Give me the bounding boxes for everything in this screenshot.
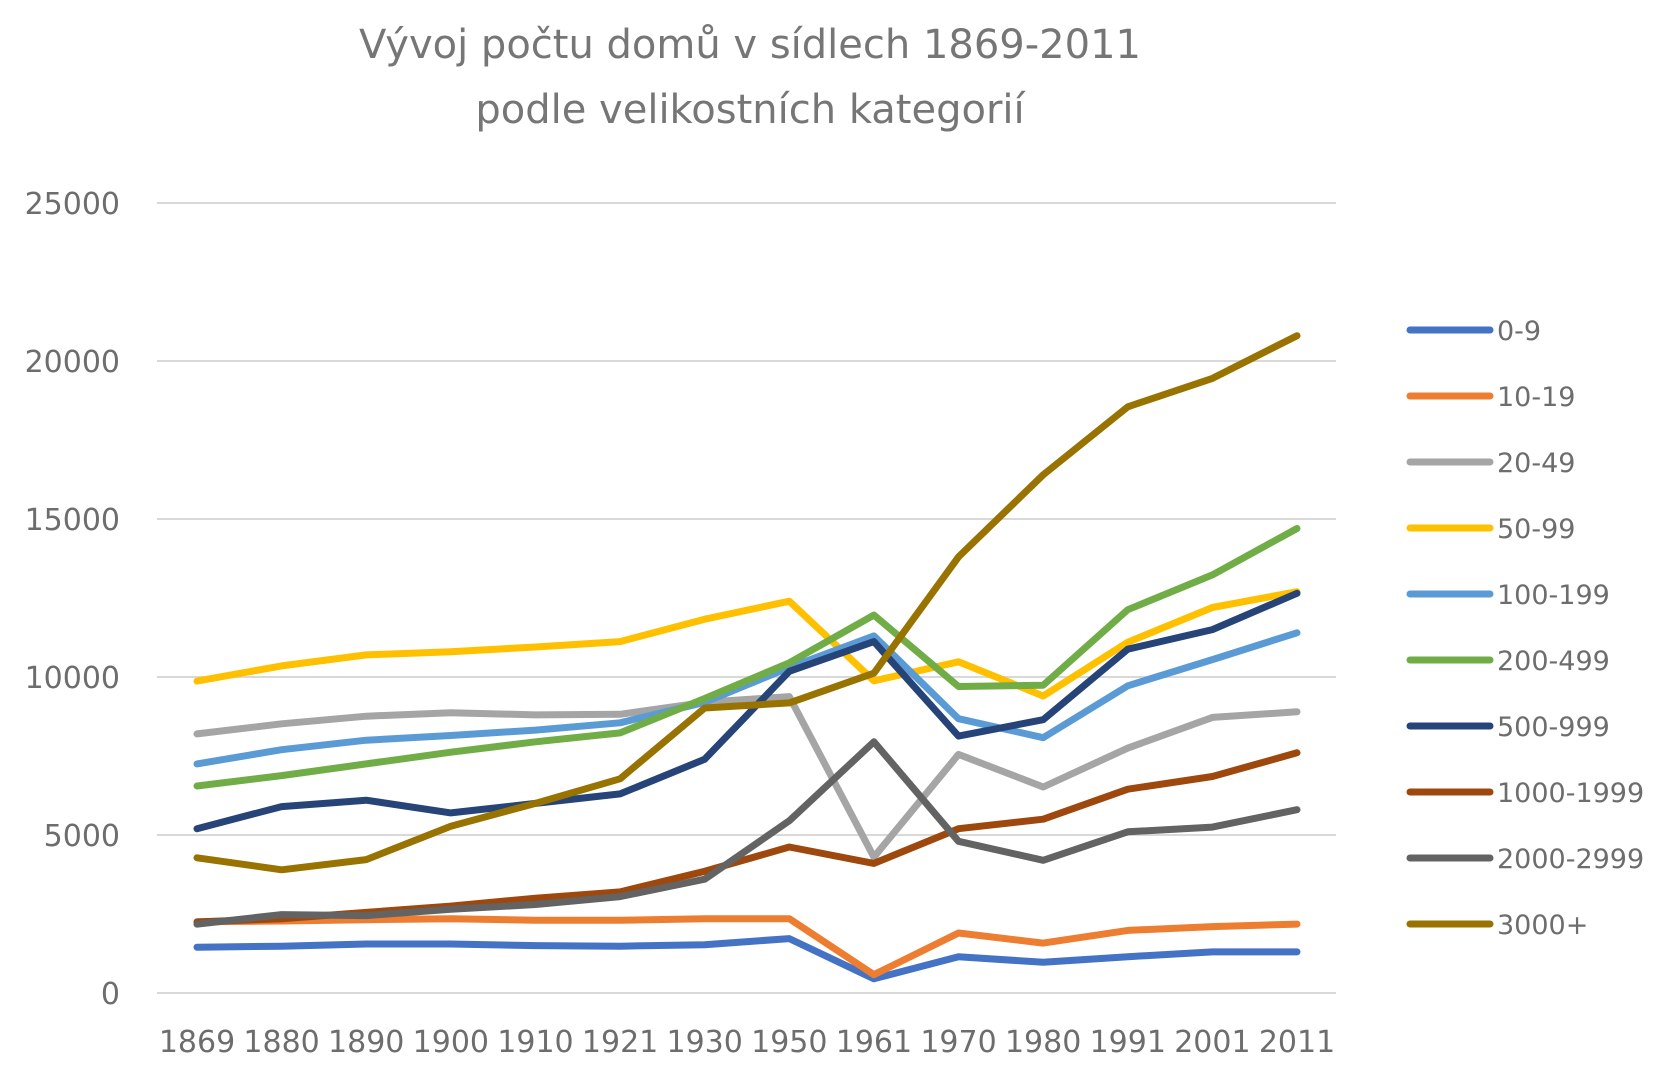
x-tick-label: 1991	[1090, 1025, 1166, 1060]
series-line-2000-2999	[193, 738, 1301, 928]
y-tick-label: 0	[101, 977, 120, 1012]
legend-label: 3000+	[1497, 910, 1588, 941]
legend-item-20-49: 20-49	[1406, 448, 1575, 479]
x-axis-tick-labels: 1869 1880 1890 1900 1910 1921 1930 1950 1961 1970…	[159, 1025, 1335, 1060]
legend-item-200-499: 200-499	[1406, 646, 1610, 677]
chart-subtitle: podle velikostních kategorií	[475, 87, 1026, 133]
legend-item-1000-1999: 1000-1999	[1406, 778, 1644, 809]
legend-item-500-999: 500-999	[1406, 712, 1610, 743]
x-tick-label: 2001	[1174, 1025, 1250, 1060]
legend-label: 500-999	[1497, 712, 1610, 743]
legend-label: 2000-2999	[1497, 844, 1644, 875]
x-tick-label: 1890	[328, 1025, 404, 1060]
series-line-0-9	[193, 935, 1301, 983]
x-tick-label: 1921	[582, 1025, 658, 1060]
series-line-10-19	[193, 915, 1301, 979]
legend-item-10-19: 10-19	[1406, 382, 1575, 413]
y-tick-label: 20000	[25, 345, 120, 380]
x-tick-label: 1980	[1005, 1025, 1081, 1060]
gridlines	[157, 202, 1336, 994]
series-line-100-199	[193, 629, 1301, 768]
legend-label: 10-19	[1497, 382, 1575, 413]
y-tick-label: 25000	[25, 187, 120, 222]
x-tick-label: 1950	[751, 1025, 827, 1060]
legend-label: 200-499	[1497, 646, 1610, 677]
legend: 0-9 10-19 20-49 50-99 100-199 200-499 500-999 1…	[1406, 316, 1644, 941]
x-tick-label: 1970	[920, 1025, 996, 1060]
legend-label: 0-9	[1497, 316, 1541, 347]
series-line-3000+	[193, 332, 1301, 874]
x-tick-label: 1930	[667, 1025, 743, 1060]
x-tick-label: 2011	[1259, 1025, 1335, 1060]
legend-item-0-9: 0-9	[1406, 316, 1541, 347]
y-tick-label: 15000	[25, 503, 120, 538]
x-tick-label: 1900	[413, 1025, 489, 1060]
y-tick-label: 5000	[44, 819, 120, 854]
series-lines	[193, 332, 1301, 983]
series-line-1000-1999	[193, 749, 1301, 926]
x-tick-label: 1880	[243, 1025, 319, 1060]
legend-label: 100-199	[1497, 580, 1610, 611]
series-line-500-999	[193, 589, 1301, 833]
series-line-20-49	[193, 693, 1301, 861]
legend-label: 50-99	[1497, 514, 1575, 545]
legend-item-2000-2999: 2000-2999	[1406, 844, 1644, 875]
series-line-200-499	[193, 525, 1301, 790]
legend-item-3000+: 3000+	[1406, 910, 1588, 941]
legend-label: 1000-1999	[1497, 778, 1644, 809]
legend-item-50-99: 50-99	[1406, 514, 1575, 545]
y-tick-label: 10000	[25, 661, 120, 696]
x-tick-label: 1869	[159, 1025, 235, 1060]
chart-title: Vývoj počtu domů v sídlech 1869-2011	[359, 22, 1141, 68]
y-axis-tick-labels: 0 5000 10000 15000 20000 25000	[25, 187, 120, 1012]
legend-label: 20-49	[1497, 448, 1575, 479]
x-tick-label: 1961	[836, 1025, 912, 1060]
legend-item-100-199: 100-199	[1406, 580, 1610, 611]
x-tick-label: 1910	[497, 1025, 573, 1060]
series-line-50-99	[193, 588, 1301, 700]
